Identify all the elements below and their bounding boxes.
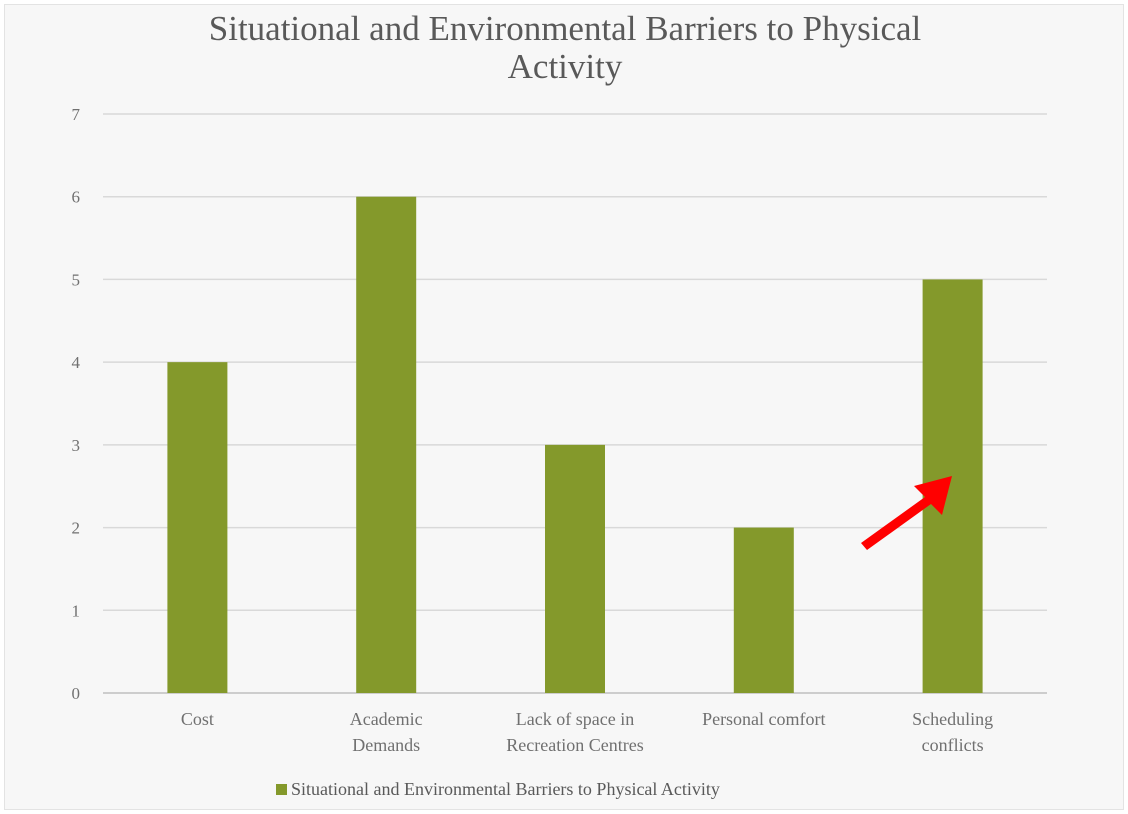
chart-title-line-2: Activity bbox=[507, 47, 623, 86]
x-tick-label: Recreation Centres bbox=[506, 735, 643, 755]
x-tick-label: Lack of space in bbox=[516, 709, 634, 729]
x-tick-label: conflicts bbox=[922, 735, 984, 755]
legend-label: Situational and Environmental Barriers t… bbox=[291, 779, 720, 799]
chart-title-line-1: Situational and Environmental Barriers t… bbox=[208, 9, 922, 48]
y-tick-label: 2 bbox=[72, 519, 81, 538]
bar bbox=[356, 196, 417, 693]
y-tick-label: 7 bbox=[72, 105, 81, 124]
legend: Situational and Environmental Barriers t… bbox=[276, 779, 720, 800]
x-tick-label: Academic bbox=[350, 709, 423, 729]
legend-swatch bbox=[276, 784, 287, 795]
bar bbox=[545, 444, 605, 693]
y-tick-label: 5 bbox=[72, 270, 81, 289]
y-tick-label: 3 bbox=[72, 436, 81, 455]
y-tick-label: 0 bbox=[72, 684, 81, 703]
x-tick-label: Personal comfort bbox=[702, 709, 825, 729]
y-tick-label: 4 bbox=[72, 353, 81, 372]
x-tick-label: Cost bbox=[181, 709, 214, 729]
red-arrow-annotation bbox=[861, 476, 952, 550]
bar bbox=[733, 527, 794, 693]
x-tick-label: Demands bbox=[352, 735, 420, 755]
y-tick-label: 1 bbox=[72, 601, 81, 620]
chart-title: Situational and Environmental Barriers t… bbox=[160, 10, 970, 86]
bar bbox=[167, 362, 228, 693]
x-tick-label: Scheduling bbox=[912, 709, 993, 729]
y-tick-label: 6 bbox=[72, 188, 81, 207]
